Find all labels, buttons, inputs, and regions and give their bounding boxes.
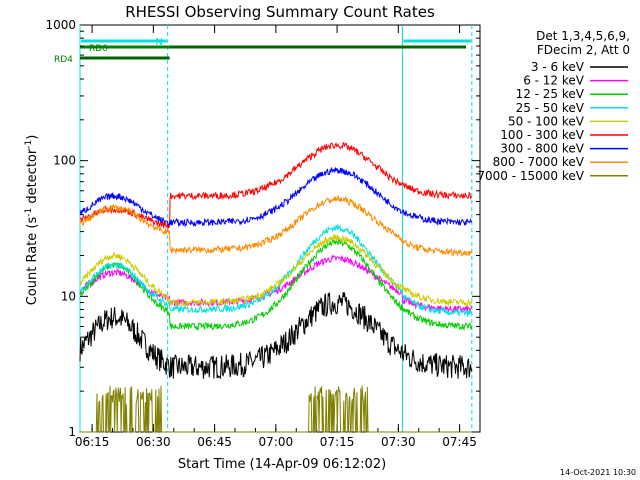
y-axis-label-prefix: Count Rate (s xyxy=(25,217,40,306)
series-line-5 xyxy=(79,233,473,308)
y-axis-label-sup1: -1 xyxy=(24,208,34,217)
legend-label-4: 25 - 50 keV xyxy=(516,101,585,115)
legend-label-7: 300 - 800 keV xyxy=(500,142,584,156)
plot-area: N RD0 RD4 1 10 100 1000 06:15 06:30 06:45 07:00 07:… xyxy=(45,18,481,449)
y-tick-label: 1 xyxy=(68,425,76,439)
night-label: N xyxy=(155,37,162,48)
x-tick-label: 07:45 xyxy=(442,435,477,449)
y-tick-label: 1000 xyxy=(45,18,76,32)
series-line-4 xyxy=(79,224,473,317)
x-tick-label: 07:00 xyxy=(259,435,294,449)
legend-label-3: 12 - 25 keV xyxy=(516,87,585,101)
legend-label-1: 3 - 6 keV xyxy=(531,60,585,74)
rd4-label: RD4 xyxy=(54,55,73,65)
x-tick-label: 06:15 xyxy=(75,435,110,449)
x-axis-label: Start Time (14-Apr-09 06:12:02) xyxy=(178,457,386,472)
x-tick-label: 07:30 xyxy=(381,435,416,449)
legend-label-5: 50 - 100 keV xyxy=(508,114,585,128)
x-tick-label: 06:45 xyxy=(197,435,232,449)
legend-label-2: 6 - 12 keV xyxy=(523,74,585,88)
chart-title: RHESSI Observing Summary Count Rates xyxy=(125,3,435,21)
legend-header-line2: FDecim 2, Att 0 xyxy=(537,43,630,57)
legend-label-6: 100 - 300 keV xyxy=(500,128,584,142)
series-line-6 xyxy=(79,141,473,229)
x-tick-label: 06:30 xyxy=(136,435,171,449)
y-axis-label: Count Rate (s-1 detector-1) xyxy=(24,135,40,306)
legend: Det 1,3,4,5,6,9, FDecim 2, Att 0 3 - 6 k… xyxy=(477,29,630,183)
series-line-7 xyxy=(79,167,473,228)
legend-header-line1: Det 1,3,4,5,6,9, xyxy=(536,29,630,43)
legend-label-8: 800 - 7000 keV xyxy=(493,155,585,169)
series-line-1 xyxy=(79,291,473,379)
rd0-label: RD0 xyxy=(89,44,108,54)
series-line-9 xyxy=(80,385,472,433)
series-line-8 xyxy=(79,194,473,257)
legend-label-9: 7000 - 15000 keV xyxy=(477,169,584,183)
x-tick-label: 07:15 xyxy=(320,435,355,449)
footer-timestamp: 14-Oct-2021 10:30 xyxy=(560,468,636,477)
y-axis-label-sup2: -1 xyxy=(24,140,34,149)
y-axis-label-mid: detector xyxy=(25,148,40,208)
y-tick-label: 10 xyxy=(61,289,76,303)
y-axis-label-suffix: ) xyxy=(25,135,40,140)
y-tick-label: 100 xyxy=(53,154,76,168)
